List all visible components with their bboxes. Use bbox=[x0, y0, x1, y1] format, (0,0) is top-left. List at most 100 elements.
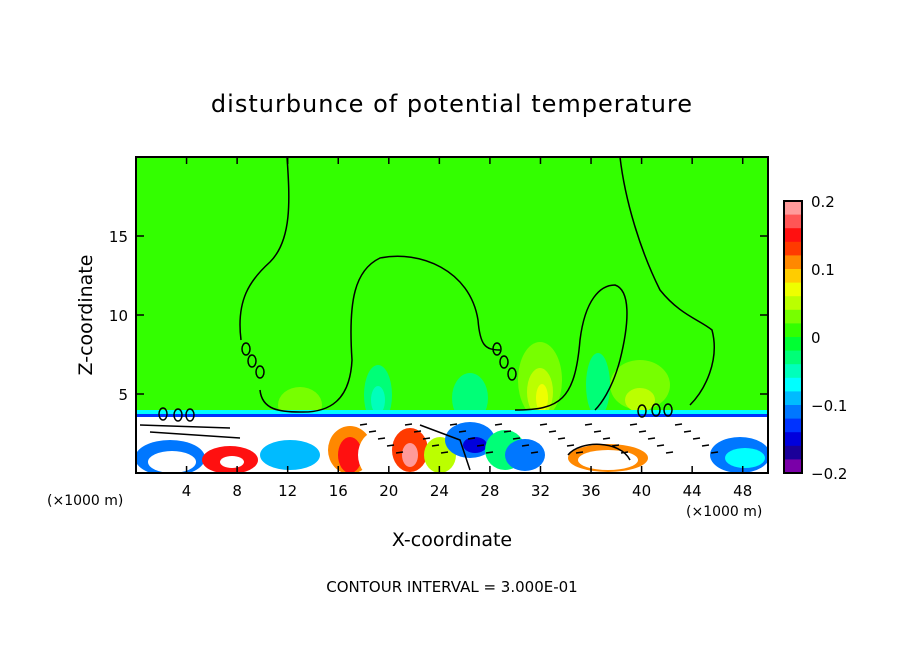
dashed-contour bbox=[665, 451, 674, 454]
contour-line bbox=[514, 284, 628, 411]
colorbar-tick-label: 0.1 bbox=[811, 261, 835, 279]
x-tick-label: 16 bbox=[329, 482, 348, 500]
dashed-contour bbox=[575, 451, 584, 454]
dashed-contour bbox=[557, 437, 566, 440]
x-tick-label: 32 bbox=[531, 482, 550, 500]
colorbar-swatch bbox=[784, 391, 802, 406]
contour-line bbox=[239, 157, 290, 341]
colorbar-swatch bbox=[784, 201, 802, 216]
dashed-contour bbox=[647, 437, 656, 440]
dashed-contour bbox=[674, 423, 683, 426]
dashed-contour bbox=[377, 437, 386, 440]
contour-loop bbox=[185, 408, 195, 422]
dashed-contour bbox=[503, 430, 512, 433]
dashed-contour bbox=[701, 444, 710, 447]
dashed-contour bbox=[521, 444, 530, 447]
dashed-contour bbox=[449, 423, 458, 426]
dashed-contour bbox=[476, 444, 485, 447]
contour-loop bbox=[173, 408, 183, 422]
contour-loop bbox=[492, 342, 502, 356]
dashed-contour bbox=[611, 444, 620, 447]
x-tick-label: 28 bbox=[480, 482, 499, 500]
x-tick-label: 36 bbox=[581, 482, 600, 500]
colorbar-swatch bbox=[784, 459, 802, 474]
y-axis-label: Z-coordinate bbox=[75, 255, 97, 376]
x-tick-label: 40 bbox=[632, 482, 651, 500]
colorbar-swatch bbox=[784, 405, 802, 420]
dashed-contour bbox=[548, 430, 557, 433]
y-tick-label: 10 bbox=[109, 307, 128, 325]
dashed-contour bbox=[620, 451, 629, 454]
contour-loop bbox=[651, 403, 661, 417]
contour-line bbox=[139, 424, 631, 471]
contour-loop bbox=[255, 365, 265, 379]
contour-loop bbox=[663, 403, 673, 417]
field-region bbox=[136, 410, 768, 416]
colorbar-swatch bbox=[784, 337, 802, 352]
field-region bbox=[220, 456, 244, 468]
colorbar-swatch bbox=[784, 269, 802, 284]
plot-area bbox=[136, 157, 768, 473]
field-region bbox=[358, 431, 398, 473]
x-unit-right: (×1000 m) bbox=[686, 504, 762, 520]
field-region bbox=[536, 384, 548, 412]
x-tick-label: 8 bbox=[232, 482, 242, 500]
colorbar-swatch bbox=[784, 323, 802, 338]
colorbar: 0.2 0.1 0 −0.1 −0.2 bbox=[783, 193, 847, 483]
dashed-contour bbox=[467, 437, 476, 440]
x-unit-left: (×1000 m) bbox=[47, 493, 123, 509]
dashed-contour bbox=[422, 437, 431, 440]
dashed-contour bbox=[638, 430, 647, 433]
field-layer bbox=[136, 157, 768, 473]
field-region bbox=[338, 437, 362, 473]
field-region bbox=[148, 451, 196, 473]
dashed-contour bbox=[692, 437, 701, 440]
y-tick-label: 5 bbox=[118, 386, 128, 404]
colorbar-swatch bbox=[784, 309, 802, 324]
contour-loop bbox=[247, 354, 257, 368]
dashed-contour bbox=[404, 423, 413, 426]
colorbar-swatch bbox=[784, 377, 802, 392]
dashed-contour bbox=[593, 430, 602, 433]
field-region bbox=[610, 360, 670, 410]
field-region bbox=[586, 353, 610, 417]
dashed-contour bbox=[683, 430, 692, 433]
chart-title: disturbunce of potential temperature bbox=[211, 90, 693, 118]
dashed-contour bbox=[359, 423, 368, 426]
colorbar-swatch bbox=[784, 432, 802, 447]
dashed-contour bbox=[656, 444, 665, 447]
dashed-contour bbox=[602, 437, 611, 440]
dashed-contour bbox=[539, 423, 548, 426]
contour-interval-note: CONTOUR INTERVAL = 3.000E-01 bbox=[326, 578, 577, 596]
dashed-contour bbox=[431, 444, 440, 447]
colorbar-frame bbox=[783, 200, 803, 474]
colorbar-swatch bbox=[784, 418, 802, 433]
dashed-contour bbox=[494, 423, 503, 426]
field-region bbox=[371, 386, 385, 414]
contour-loop bbox=[637, 404, 647, 418]
dashed-contour bbox=[458, 430, 467, 433]
x-tick-label: 44 bbox=[683, 482, 702, 500]
contour-loop bbox=[499, 355, 509, 369]
x-tick-label: 48 bbox=[733, 482, 752, 500]
x-tick-label: 24 bbox=[430, 482, 449, 500]
x-tick-label: 20 bbox=[379, 482, 398, 500]
dashed-contour bbox=[395, 451, 404, 454]
field-region bbox=[402, 443, 418, 467]
colorbar-swatch bbox=[784, 228, 802, 243]
y-tick-label: 15 bbox=[109, 228, 128, 246]
contour-line bbox=[619, 157, 715, 406]
x-axis-label: X-coordinate bbox=[392, 529, 512, 551]
colorbar-tick-label: −0.1 bbox=[811, 397, 847, 415]
dashed-contour bbox=[440, 451, 449, 454]
field-region bbox=[505, 439, 545, 471]
dashed-contour bbox=[530, 451, 539, 454]
colorbar-swatch bbox=[784, 296, 802, 311]
contour-loop bbox=[507, 367, 517, 381]
field-region bbox=[260, 440, 320, 470]
dashed-contour bbox=[368, 430, 377, 433]
colorbar-tick-label: 0 bbox=[811, 329, 821, 347]
colorbar-swatch bbox=[784, 445, 802, 460]
